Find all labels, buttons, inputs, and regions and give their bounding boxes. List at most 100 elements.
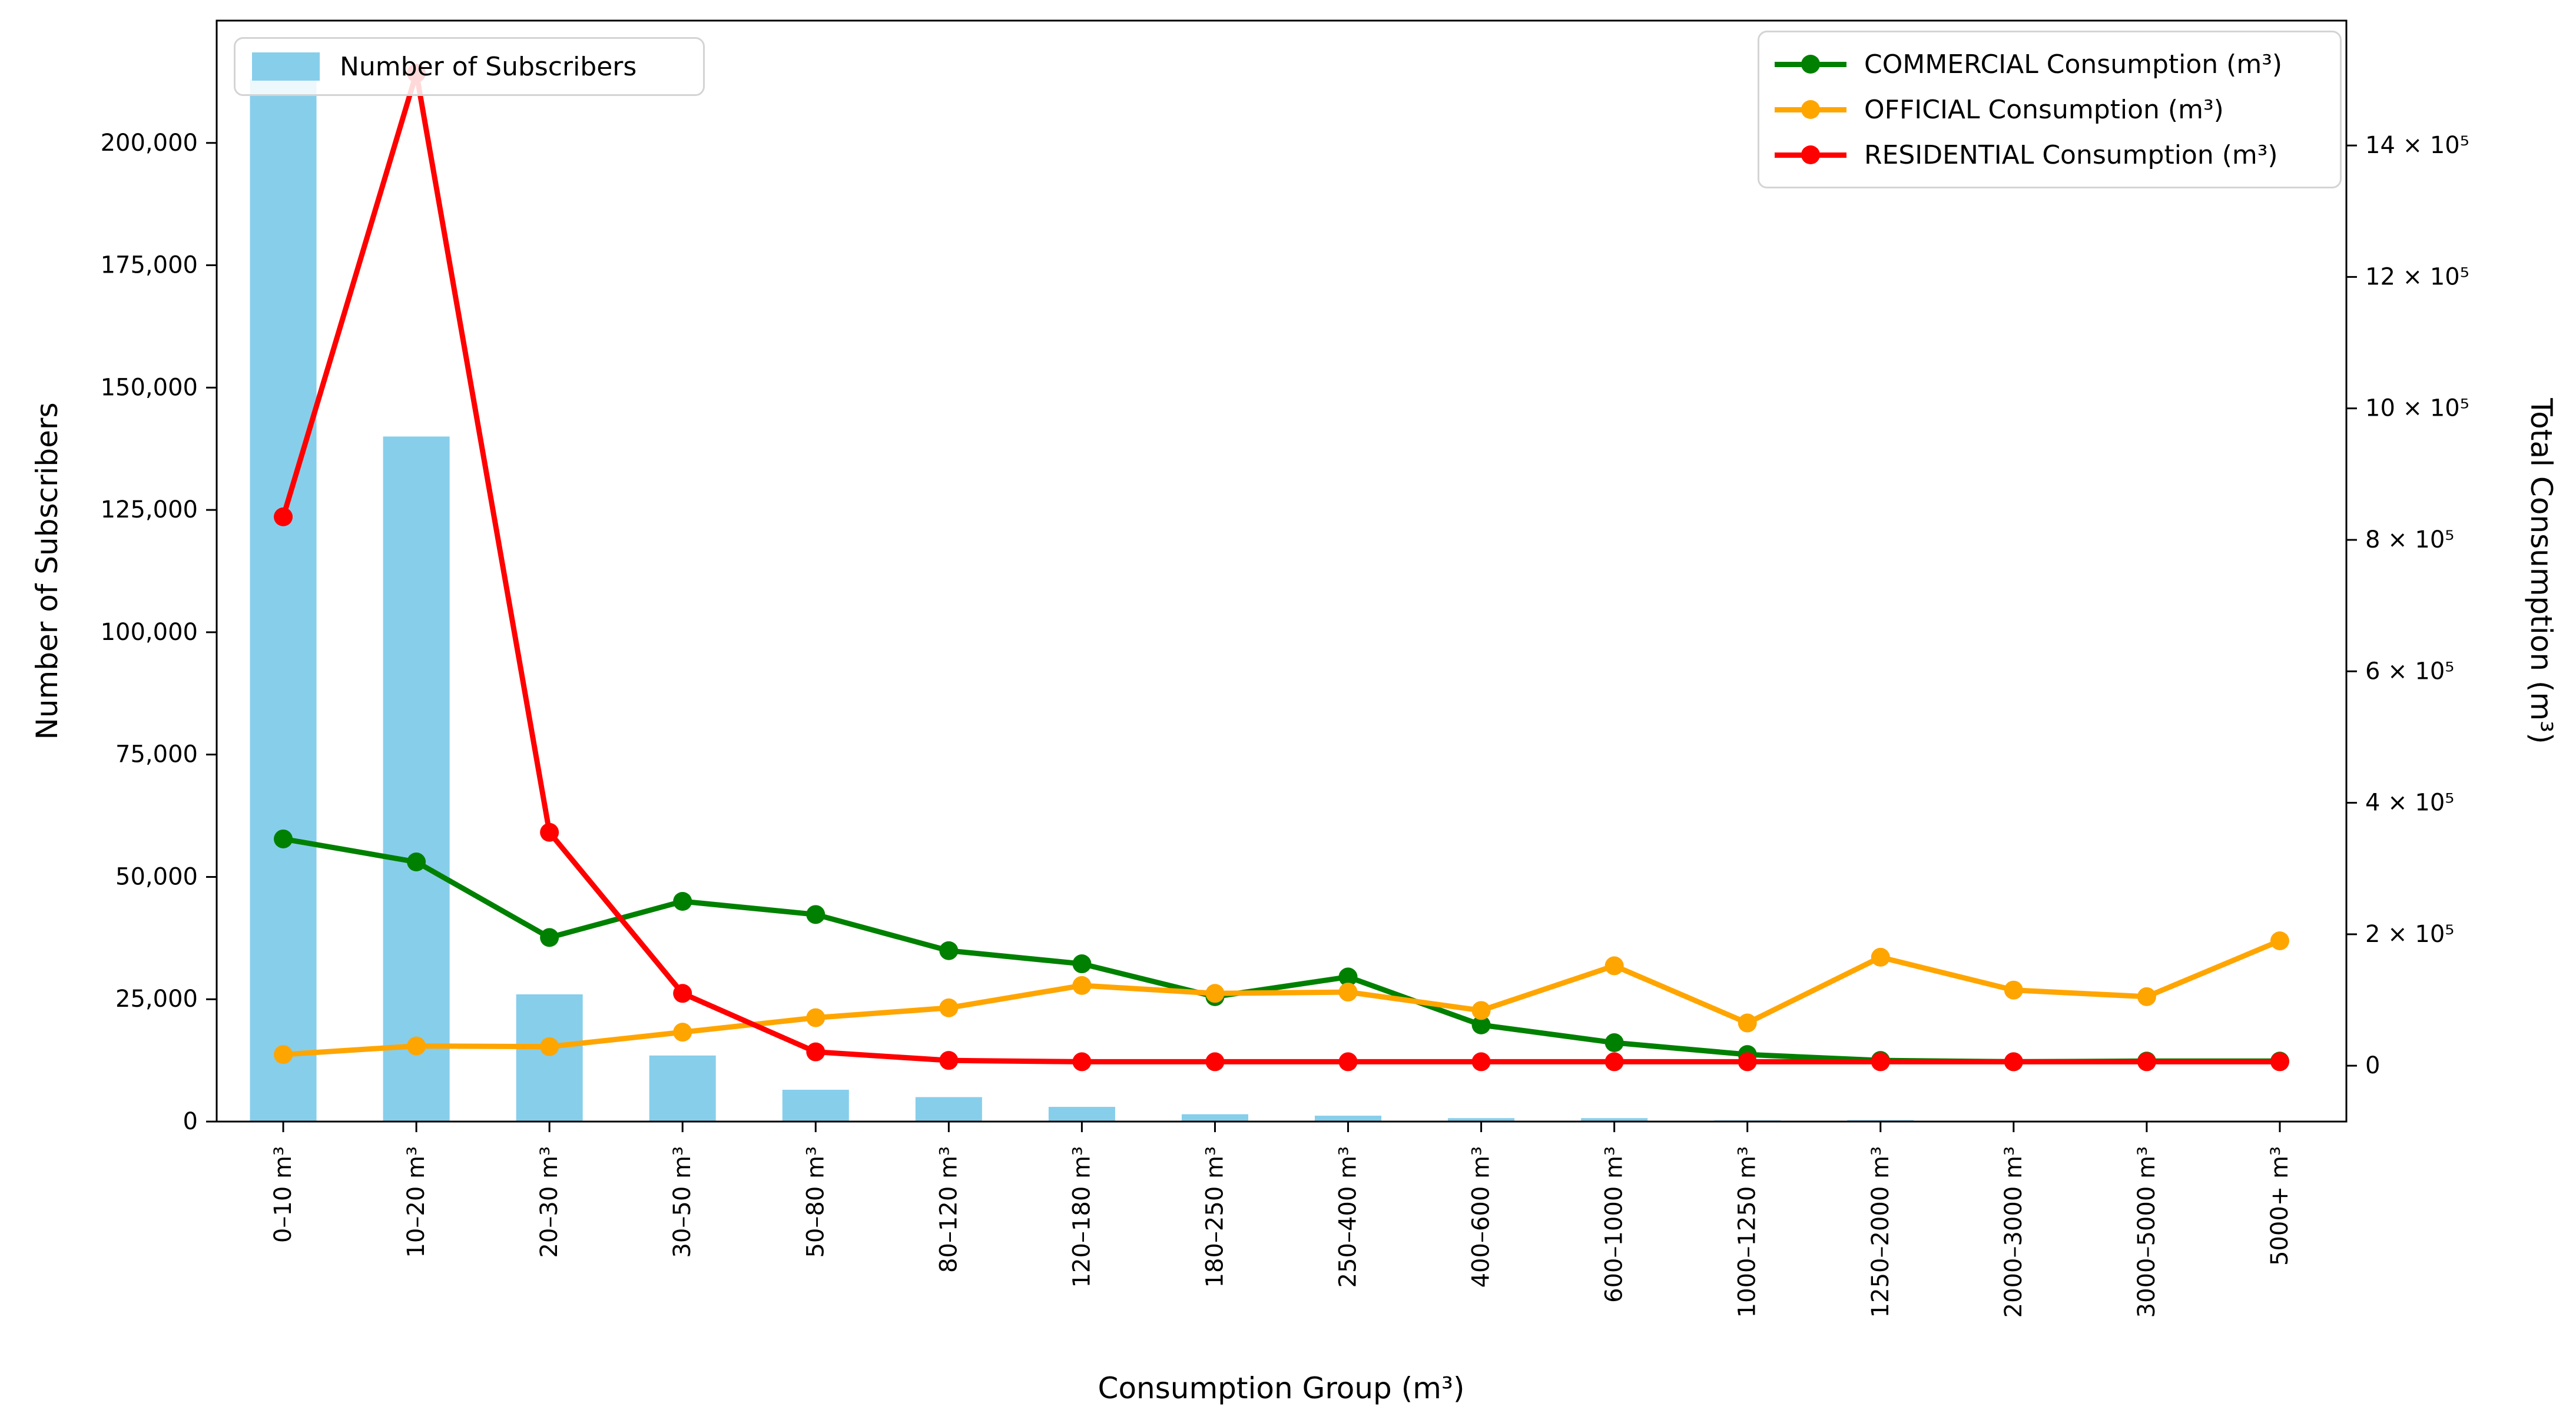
legend-official-label: OFFICIAL Consumption (m³) xyxy=(1864,94,2224,125)
official-line-marker-icon xyxy=(1775,99,1846,120)
x-tick-label: 120–180 m³ xyxy=(1068,1146,1095,1288)
left-tick-label: 0 xyxy=(183,1108,198,1135)
legend-row-residential: RESIDENTIAL Consumption (m³) xyxy=(1775,137,2328,173)
left-tick-label: 200,000 xyxy=(101,130,198,157)
official-point xyxy=(407,1036,426,1056)
bar-swatch-icon xyxy=(252,52,320,81)
legend-commercial-label: COMMERCIAL Consumption (m³) xyxy=(1864,49,2282,79)
commercial-point xyxy=(939,941,959,960)
x-tick-label: 180–250 m³ xyxy=(1201,1146,1228,1288)
legend-row-commercial: COMMERCIAL Consumption (m³) xyxy=(1775,46,2328,82)
official-point xyxy=(939,998,959,1017)
x-tick-label: 1000–1250 m³ xyxy=(1734,1146,1761,1318)
subscriber-bar xyxy=(383,436,450,1122)
x-tick-label: 80–120 m³ xyxy=(935,1146,962,1273)
commercial-point xyxy=(673,892,692,911)
right-axis-title: Total Consumption (m³) xyxy=(2524,398,2558,744)
x-tick-label: 2000–3000 m³ xyxy=(2000,1146,2027,1318)
commercial-point xyxy=(1338,967,1358,987)
official-point xyxy=(2270,931,2289,950)
official-point xyxy=(1738,1013,1757,1033)
legend-subscribers-label: Number of Subscribers xyxy=(340,51,637,82)
official-point xyxy=(540,1037,559,1056)
commercial-point xyxy=(1471,1015,1491,1034)
commercial-point xyxy=(407,853,426,872)
residential-point xyxy=(1471,1052,1491,1072)
residential-point xyxy=(673,984,692,1003)
x-tick-label: 50–80 m³ xyxy=(802,1146,829,1258)
x-axis-title: Consumption Group (m³) xyxy=(1098,1371,1465,1405)
commercial-legend-dot xyxy=(1801,55,1820,74)
right-tick-label: 4 × 10⁵ xyxy=(2365,790,2454,817)
right-tick-label: 0 xyxy=(2365,1052,2380,1079)
commercial-point xyxy=(1072,954,1092,974)
left-axis-title: Number of Subscribers xyxy=(30,402,64,740)
official-point xyxy=(1338,983,1358,1002)
x-tick-label: 1250–2000 m³ xyxy=(1867,1146,1894,1318)
left-tick-label: 100,000 xyxy=(101,619,198,646)
legend-row-official: OFFICIAL Consumption (m³) xyxy=(1775,91,2328,128)
x-tick-label: 20–30 m³ xyxy=(536,1146,563,1258)
subscriber-bar xyxy=(1181,1114,1248,1122)
right-tick-label: 8 × 10⁵ xyxy=(2365,526,2454,553)
official-point xyxy=(806,1008,825,1027)
commercial-point xyxy=(274,829,293,848)
residential-point xyxy=(1338,1052,1358,1072)
subscriber-bar xyxy=(1048,1107,1115,1122)
residential-point xyxy=(2004,1052,2023,1072)
subscriber-bar xyxy=(915,1097,982,1122)
official-line xyxy=(280,938,2283,1057)
right-tick-label: 2 × 10⁵ xyxy=(2365,921,2454,948)
x-tick-label: 10–20 m³ xyxy=(403,1146,430,1258)
x-tick-label: 400–600 m³ xyxy=(1468,1146,1495,1288)
official-point xyxy=(673,1023,692,1042)
commercial-point xyxy=(1604,1033,1624,1053)
commercial-point xyxy=(806,905,825,924)
residential-point xyxy=(1205,1052,1225,1072)
left-tick-label: 25,000 xyxy=(115,986,198,1013)
residential-point xyxy=(939,1051,959,1070)
residential-point xyxy=(274,507,293,526)
residential-point xyxy=(540,822,559,842)
residential-line-marker-icon xyxy=(1775,145,1846,165)
x-tick-label: 5000+ m³ xyxy=(2266,1146,2293,1266)
subscriber-bar xyxy=(1448,1118,1515,1122)
x-tick-label: 250–400 m³ xyxy=(1335,1146,1362,1288)
subscriber-bar xyxy=(1315,1116,1382,1122)
right-tick-label: 10 × 10⁵ xyxy=(2365,395,2469,422)
residential-point xyxy=(1604,1052,1624,1072)
left-tick-label: 75,000 xyxy=(115,741,198,768)
commercial-line-marker-icon xyxy=(1775,54,1846,74)
x-tick-label: 0–10 m³ xyxy=(270,1146,297,1243)
residential-line xyxy=(280,70,2283,1064)
residential-point xyxy=(2270,1052,2289,1072)
subscriber-bar xyxy=(1581,1118,1648,1122)
legend-consumption: COMMERCIAL Consumption (m³) OFFICIAL Con… xyxy=(1758,31,2342,188)
left-tick-label: 150,000 xyxy=(101,374,198,401)
residential-point xyxy=(2137,1052,2156,1072)
official-point xyxy=(1205,984,1225,1003)
right-tick-label: 6 × 10⁵ xyxy=(2365,658,2454,685)
official-point xyxy=(2137,987,2156,1006)
official-point xyxy=(1072,976,1092,995)
official-point xyxy=(274,1045,293,1064)
left-tick-label: 175,000 xyxy=(101,252,198,279)
official-point xyxy=(1471,1001,1491,1020)
commercial-point xyxy=(540,928,559,947)
residential-point xyxy=(806,1042,825,1062)
left-tick-label: 50,000 xyxy=(115,863,198,890)
subscriber-bar xyxy=(250,79,317,1122)
left-tick-label: 125,000 xyxy=(101,496,198,523)
official-point xyxy=(1871,947,1890,967)
right-tick-label: 12 × 10⁵ xyxy=(2365,263,2469,290)
residential-point xyxy=(1738,1052,1757,1072)
plot-border xyxy=(216,19,2348,1123)
x-tick-label: 3000–5000 m³ xyxy=(2133,1146,2160,1318)
residential-point xyxy=(1871,1052,1890,1072)
official-point xyxy=(2004,980,2023,1000)
legend-subscribers: Number of Subscribers xyxy=(234,37,705,96)
residential-legend-dot xyxy=(1801,145,1820,164)
official-point xyxy=(1604,956,1624,976)
